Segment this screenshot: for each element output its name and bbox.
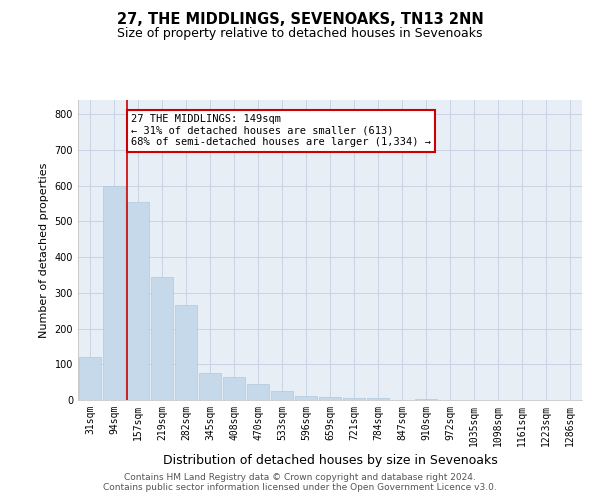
Bar: [175, 306, 197, 400]
Text: 27 THE MIDDLINGS: 149sqm
← 31% of detached houses are smaller (613)
68% of semi-: 27 THE MIDDLINGS: 149sqm ← 31% of detach…: [131, 114, 431, 148]
Bar: [199, 373, 221, 400]
Bar: [79, 357, 101, 400]
Text: Contains HM Land Registry data © Crown copyright and database right 2024.
Contai: Contains HM Land Registry data © Crown c…: [103, 473, 497, 492]
Bar: [127, 202, 149, 400]
Bar: [415, 398, 437, 400]
Bar: [247, 384, 269, 400]
Bar: [343, 398, 365, 400]
X-axis label: Distribution of detached houses by size in Sevenoaks: Distribution of detached houses by size …: [163, 454, 497, 468]
Y-axis label: Number of detached properties: Number of detached properties: [39, 162, 49, 338]
Bar: [151, 277, 173, 400]
Bar: [223, 377, 245, 400]
Bar: [103, 186, 125, 400]
Bar: [367, 398, 389, 400]
Text: 27, THE MIDDLINGS, SEVENOAKS, TN13 2NN: 27, THE MIDDLINGS, SEVENOAKS, TN13 2NN: [116, 12, 484, 28]
Bar: [295, 396, 317, 400]
Text: Size of property relative to detached houses in Sevenoaks: Size of property relative to detached ho…: [117, 28, 483, 40]
Bar: [271, 391, 293, 400]
Bar: [319, 397, 341, 400]
